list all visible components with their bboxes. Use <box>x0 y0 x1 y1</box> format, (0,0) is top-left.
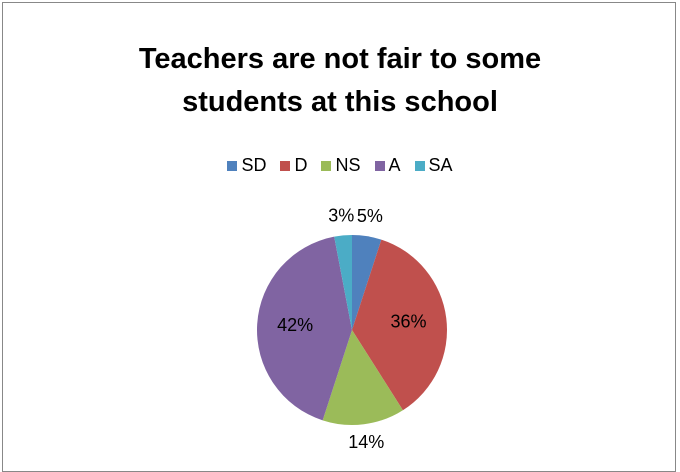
pie-slice <box>257 236 352 421</box>
legend-label: SD <box>241 155 267 175</box>
legend-swatch <box>374 160 385 171</box>
legend-swatch <box>227 160 238 171</box>
legend-label: SA <box>428 155 453 175</box>
legend-item: A <box>374 155 401 176</box>
pie-slice <box>352 239 447 411</box>
data-label: 36% <box>391 312 427 332</box>
legend-item: NS <box>321 155 361 176</box>
pie-slice <box>352 235 382 330</box>
data-label: 3% <box>328 205 354 225</box>
data-label: 42% <box>277 315 313 335</box>
data-label: 5% <box>357 206 383 226</box>
legend-swatch <box>414 160 425 171</box>
legend-item: SD <box>227 155 266 176</box>
pie-slice <box>334 235 352 330</box>
legend-label: NS <box>335 155 361 175</box>
legend-item: SA <box>414 155 453 176</box>
legend-label: D <box>294 155 308 175</box>
chart-title: Teachers are not fair to some students a… <box>138 43 542 118</box>
legend-item: D <box>280 155 307 176</box>
legend-swatch <box>321 160 332 171</box>
legend-swatch <box>280 160 291 171</box>
legend: SD D NS A SA <box>0 155 680 176</box>
legend-label: A <box>388 155 401 175</box>
data-label: 14% <box>348 432 384 452</box>
pie-slice <box>322 330 403 425</box>
